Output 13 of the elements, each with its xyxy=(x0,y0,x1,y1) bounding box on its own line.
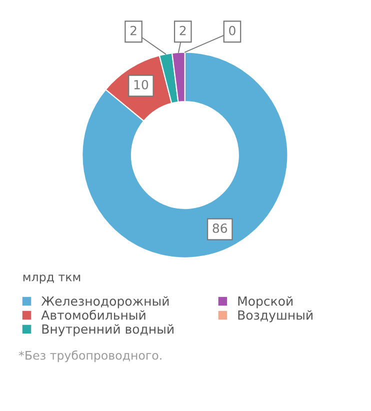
legend-label: Воздушный xyxy=(238,310,312,322)
legend-label: Железнодорожный xyxy=(41,296,169,308)
legend-title: млрд ткм xyxy=(23,274,80,284)
data-label: 2 xyxy=(180,26,186,36)
text: 0 xyxy=(229,26,236,36)
donut-slice xyxy=(82,52,288,258)
text: *Без трубопроводного. xyxy=(18,350,162,362)
legend-label: Автомобильный xyxy=(41,310,146,320)
data-label: 2 xyxy=(130,26,136,36)
legend-label: Морской xyxy=(238,296,292,308)
data-label: 10 xyxy=(134,80,148,90)
legend-label: Внутренний водный xyxy=(42,324,174,336)
data-label: 86 xyxy=(212,223,228,233)
